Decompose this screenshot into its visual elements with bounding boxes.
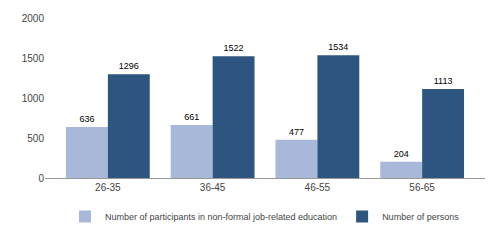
svg-text:1000: 1000 <box>22 93 45 104</box>
svg-text:36-45: 36-45 <box>200 182 226 193</box>
svg-text:204: 204 <box>394 149 409 159</box>
svg-text:2000: 2000 <box>22 13 45 24</box>
svg-text:1522: 1522 <box>224 43 244 53</box>
svg-text:46-55: 46-55 <box>305 182 331 193</box>
svg-text:56-65: 56-65 <box>409 182 435 193</box>
svg-text:477: 477 <box>289 127 304 137</box>
svg-text:26-35: 26-35 <box>95 182 121 193</box>
svg-text:500: 500 <box>27 133 44 144</box>
svg-text:1534: 1534 <box>328 42 348 52</box>
svg-text:636: 636 <box>79 114 94 124</box>
svg-text:0: 0 <box>38 173 44 184</box>
svg-text:1296: 1296 <box>119 61 139 71</box>
svg-text:661: 661 <box>184 112 199 122</box>
svg-text:1113: 1113 <box>434 76 453 86</box>
svg-text:Number of participants in non-: Number of participants in non-formal job… <box>105 212 337 222</box>
svg-text:1500: 1500 <box>22 53 45 64</box>
svg-text:Number of persons: Number of persons <box>382 212 459 222</box>
